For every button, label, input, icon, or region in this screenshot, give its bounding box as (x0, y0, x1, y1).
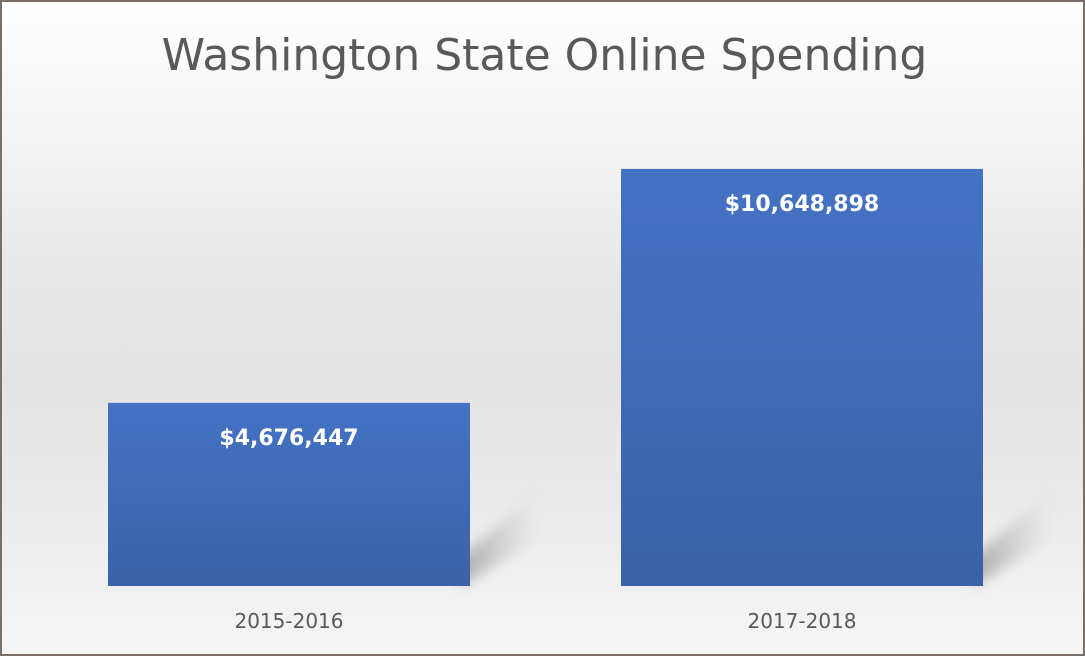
category-tick-label: 2015-2016 (234, 609, 343, 633)
data-label: $10,648,898 (725, 192, 879, 217)
bar-shadow (973, 491, 1053, 586)
bar-shadow (460, 491, 540, 586)
bar-2017-2018 (621, 168, 983, 587)
data-label: $4,676,447 (219, 426, 358, 451)
category-tick-label: 2017-2018 (747, 609, 856, 633)
chart-title: Washington State Online Spending (161, 30, 928, 81)
bar-2015-2016 (108, 402, 470, 586)
